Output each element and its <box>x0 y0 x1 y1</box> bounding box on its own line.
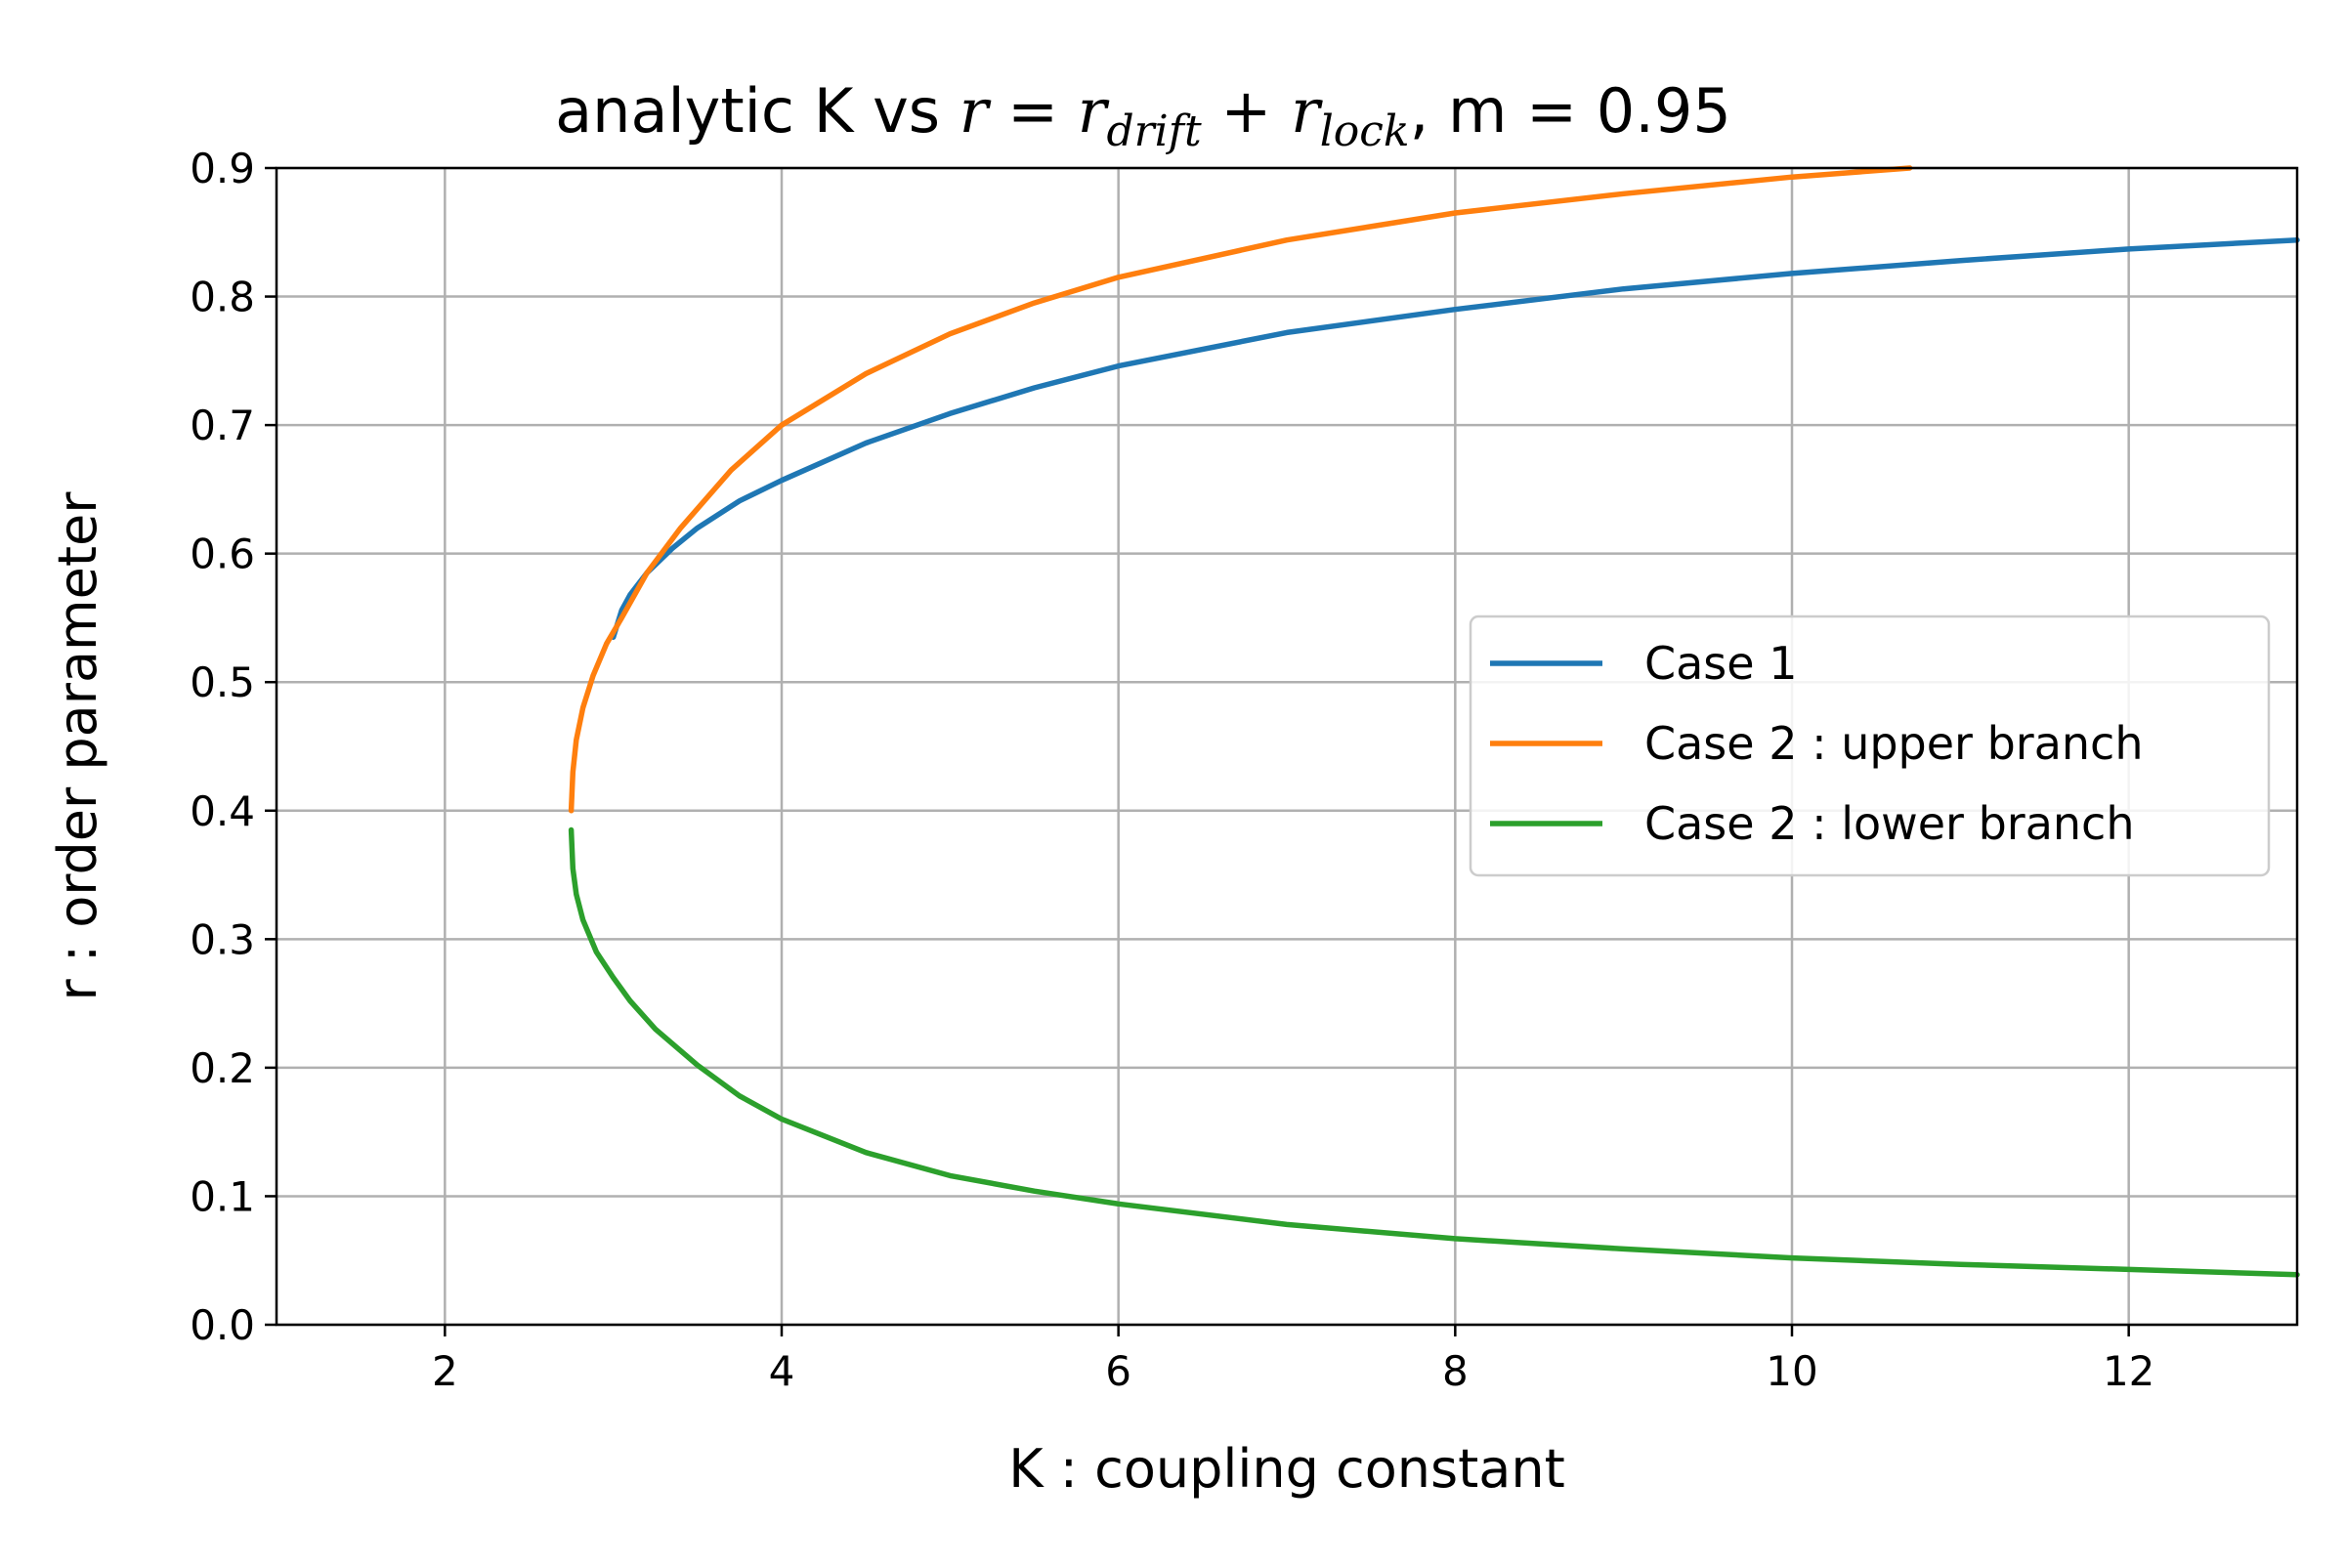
title-math-r-drift: r <box>1078 75 1110 147</box>
x-tick-label: 4 <box>769 1347 795 1395</box>
legend-label-2: Case 2 : upper branch <box>1644 717 2144 770</box>
series-line-2 <box>568 165 1913 814</box>
title-math-plus: + <box>1202 75 1291 147</box>
x-tick-label: 2 <box>432 1347 458 1395</box>
y-tick-label: 0.7 <box>190 402 255 449</box>
y-tick-label: 0.3 <box>190 915 255 963</box>
legend-label-3: Case 2 : lower branch <box>1644 797 2135 850</box>
y-axis-label: r : order parameter <box>47 491 108 1001</box>
title-sub-drift: drift <box>1106 106 1202 156</box>
y-tick-label: 0.0 <box>190 1301 255 1349</box>
legend-entries: Case 1 Case 2 : upper branch Case 2 : lowe… <box>1490 637 2144 850</box>
series-lines <box>568 165 2300 1278</box>
series-line-3 <box>568 826 2300 1278</box>
title-math-eq: = <box>988 75 1077 147</box>
x-tick-label: 6 <box>1105 1347 1131 1395</box>
y-tick-label: 0.1 <box>190 1172 255 1220</box>
title-suffix: , m = 0.95 <box>1410 75 1731 147</box>
y-tick-label: 0.6 <box>190 530 255 578</box>
legend-label-1: Case 1 <box>1644 637 1797 690</box>
x-axis-label: K : coupling constant <box>1008 1438 1565 1500</box>
x-tick-label: 8 <box>1442 1347 1469 1395</box>
x-tick-label: 10 <box>1766 1347 1817 1395</box>
y-tick-label: 0.8 <box>190 274 255 321</box>
y-tick-label: 0.2 <box>190 1044 255 1092</box>
y-tick-label: 0.5 <box>190 658 255 706</box>
legend: Case 1 Case 2 : upper branch Case 2 : lowe… <box>1469 614 2271 877</box>
title-math-r-lock: r <box>1291 75 1323 147</box>
legend-box <box>1469 614 2271 877</box>
title-sub-lock: lock <box>1320 106 1410 156</box>
y-tick-label: 0.9 <box>190 145 255 192</box>
chart-title: analytic K vs r = rdrift + rlock, m = 0.… <box>555 75 1731 156</box>
title-prefix: analytic K vs <box>555 75 959 147</box>
x-tick-label: 12 <box>2103 1347 2154 1395</box>
y-tick-label: 0.4 <box>190 787 255 835</box>
title-math-r: r <box>959 75 992 147</box>
plot-frame <box>275 166 2299 1327</box>
axis-ticks: 2 4 6 8 10 12 0.0 0.1 0.2 0.3 0.4 0.5 0.6 0.7 0.8 0.9 <box>190 145 2154 1395</box>
